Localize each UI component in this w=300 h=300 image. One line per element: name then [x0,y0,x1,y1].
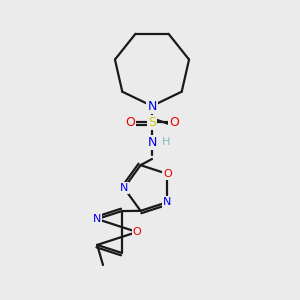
Text: N: N [120,183,128,193]
Text: N: N [93,214,101,224]
Text: S: S [148,116,156,128]
Text: N: N [163,197,172,207]
Text: N: N [147,100,157,112]
Text: O: O [125,116,135,128]
Text: O: O [133,227,141,237]
Text: O: O [163,169,172,179]
Text: N: N [147,136,157,148]
Text: H: H [162,137,170,147]
Text: O: O [169,116,179,128]
